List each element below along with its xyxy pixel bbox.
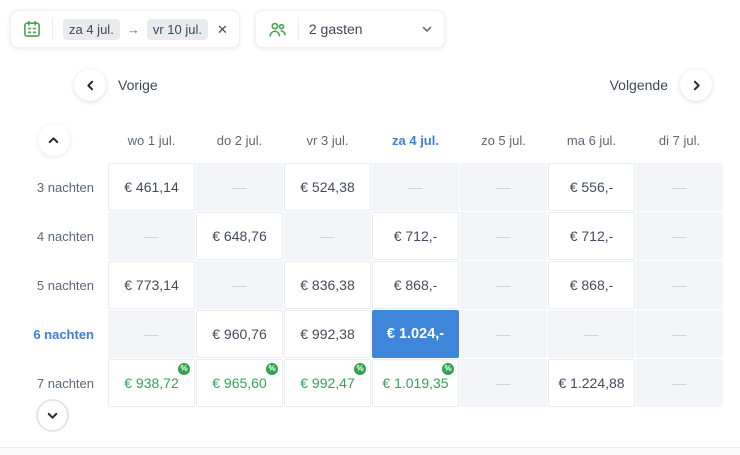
divider	[52, 18, 53, 40]
price-cell-empty: —	[460, 163, 547, 211]
column-header-4: za 4 jul.	[392, 132, 439, 148]
price-value: € 868,-	[569, 277, 614, 293]
week-navigation: Vorige Volgende	[0, 69, 740, 101]
price-cell[interactable]: € 960,76	[196, 310, 283, 358]
price-cell[interactable]: € 556,-	[548, 163, 635, 211]
column-header-5: zo 5 jul.	[481, 132, 526, 148]
price-cell-empty: —	[108, 212, 195, 260]
price-value: € 992,47	[300, 375, 355, 391]
price-cell[interactable]: € 524,38	[284, 163, 371, 211]
price-value: € 648,76	[212, 228, 267, 244]
previous-week-button[interactable]	[74, 69, 106, 101]
price-cell[interactable]: € 965,60%	[196, 359, 283, 407]
row-label: 5 nachten	[36, 277, 94, 293]
collapse-rows-up-button[interactable]	[37, 124, 70, 156]
guests-value: 2 gasten	[308, 21, 363, 37]
price-value: € 836,38	[300, 277, 355, 293]
price-cell[interactable]: € 773,14	[108, 261, 195, 309]
price-cell[interactable]: € 712,-	[372, 212, 459, 260]
price-cell[interactable]: € 461,14	[108, 163, 195, 211]
filter-bar: za 4 jul. → vr 10 jul. ✕ 2 gasten	[10, 10, 445, 48]
price-cell[interactable]: € 836,38	[284, 261, 371, 309]
column-header-6: ma 6 jul.	[566, 132, 617, 148]
price-cell[interactable]: € 712,-	[548, 212, 635, 260]
price-value: € 960,76	[212, 326, 267, 342]
price-cell-empty: —	[196, 163, 283, 211]
price-value: € 712,-	[393, 228, 438, 244]
next-week-button[interactable]	[680, 69, 712, 101]
price-value: € 556,-	[569, 179, 614, 195]
chevron-right-icon	[690, 79, 703, 92]
discount-badge-icon: %	[177, 362, 191, 376]
price-cell-empty: —	[460, 310, 547, 358]
price-cell-empty: —	[460, 359, 547, 407]
calendar-icon	[22, 19, 42, 39]
next-section-edge	[0, 447, 740, 455]
row-label: 4 nachten	[36, 228, 94, 244]
price-cell[interactable]: € 868,-	[548, 261, 635, 309]
table-corner	[0, 118, 107, 162]
price-cell[interactable]: € 938,72%	[108, 359, 195, 407]
price-value: € 938,72	[124, 375, 179, 391]
chevron-left-icon	[84, 79, 97, 92]
column-header-7: di 7 jul.	[658, 132, 701, 148]
row-label: 6 nachten	[33, 326, 94, 342]
price-value: € 712,-	[569, 228, 614, 244]
price-value: € 524,38	[300, 179, 355, 195]
price-cell[interactable]: € 992,47%	[284, 359, 371, 407]
range-arrow-icon: →	[126, 21, 140, 37]
price-cell-empty: —	[636, 261, 723, 309]
chevron-up-icon	[47, 134, 60, 147]
price-cell[interactable]: € 868,-	[372, 261, 459, 309]
price-value: € 1.024,-	[386, 326, 445, 342]
price-value: € 992,38	[300, 326, 355, 342]
price-cell-empty: —	[636, 163, 723, 211]
start-date-value[interactable]: za 4 jul.	[63, 18, 120, 40]
price-value: € 461,14	[124, 179, 179, 195]
price-table: wo 1 jul. do 2 jul. vr 3 jul. za 4 jul. zo 5…	[0, 118, 723, 407]
date-range-picker[interactable]: za 4 jul. → vr 10 jul. ✕	[10, 10, 240, 48]
chevron-down-icon	[46, 409, 59, 422]
discount-badge-icon: %	[441, 362, 455, 376]
price-value: € 773,14	[124, 277, 179, 293]
price-cell[interactable]: € 992,38	[284, 310, 371, 358]
price-value: € 1.224,88	[558, 375, 625, 391]
price-cell-empty: —	[284, 212, 371, 260]
price-cell[interactable]: € 648,76	[196, 212, 283, 260]
price-cell-empty: —	[636, 310, 723, 358]
discount-badge-icon: %	[353, 362, 367, 376]
guests-select[interactable]: 2 gasten	[254, 10, 445, 48]
column-header-1: wo 1 jul.	[127, 132, 176, 148]
price-cell-empty: —	[108, 310, 195, 358]
price-cell-empty: —	[636, 212, 723, 260]
row-label: 3 nachten	[36, 179, 94, 195]
price-value: € 868,-	[393, 277, 438, 293]
price-cell[interactable]: € 1.224,88	[548, 359, 635, 407]
price-cell[interactable]: € 1.019,35%	[372, 359, 459, 407]
previous-label[interactable]: Vorige	[118, 77, 158, 93]
column-header-3: vr 3 jul.	[306, 132, 349, 148]
divider	[297, 18, 299, 40]
next-label[interactable]: Volgende	[609, 77, 668, 93]
column-header-2: do 2 jul.	[216, 132, 263, 148]
expand-rows-down-button[interactable]	[36, 399, 69, 432]
price-value: € 965,60	[212, 375, 267, 391]
guests-icon	[267, 19, 288, 40]
price-cell-empty: —	[548, 310, 635, 358]
price-value: € 1.019,35	[382, 375, 449, 391]
discount-badge-icon: %	[265, 362, 279, 376]
end-date-value[interactable]: vr 10 jul.	[146, 18, 208, 40]
clear-dates-icon[interactable]: ✕	[216, 21, 228, 37]
price-cell-empty: —	[460, 212, 547, 260]
chevron-down-icon	[421, 23, 433, 35]
price-cell-empty: —	[372, 163, 459, 211]
price-cell-empty: —	[636, 359, 723, 407]
row-label: 7 nachten	[36, 375, 94, 391]
price-cell-empty: —	[460, 261, 547, 309]
price-cell[interactable]: € 1.024,-	[372, 310, 459, 358]
price-cell-empty: —	[196, 261, 283, 309]
